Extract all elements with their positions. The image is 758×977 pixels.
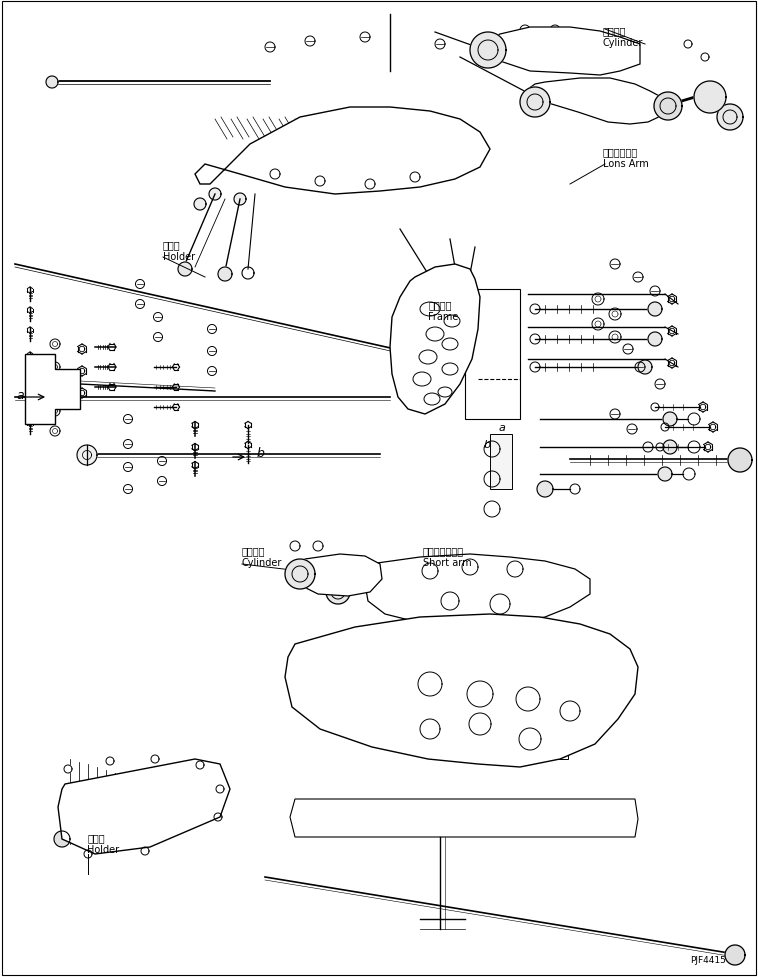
Polygon shape [326,580,350,605]
Polygon shape [58,759,230,854]
Polygon shape [420,719,440,740]
Polygon shape [470,33,506,69]
Polygon shape [528,79,665,125]
Text: b: b [256,446,264,460]
Polygon shape [520,88,550,118]
Polygon shape [234,193,246,206]
Text: ロングアーム
Lons Arm: ロングアーム Lons Arm [603,148,648,169]
Polygon shape [77,446,97,465]
Polygon shape [648,303,662,317]
Polygon shape [418,672,442,697]
Ellipse shape [438,388,452,398]
Polygon shape [214,813,222,821]
Polygon shape [484,472,500,488]
Polygon shape [365,180,375,190]
Polygon shape [178,263,192,276]
Polygon shape [151,755,159,763]
Polygon shape [84,850,92,858]
Polygon shape [654,93,682,121]
Polygon shape [216,786,224,793]
Polygon shape [46,77,58,89]
Bar [465,290,520,419]
Polygon shape [516,687,540,711]
Polygon shape [141,847,149,855]
Polygon shape [218,268,232,281]
Polygon shape [54,831,70,847]
Ellipse shape [444,316,460,327]
Text: ホルダ
Holder: ホルダ Holder [87,832,119,854]
Polygon shape [408,566,422,579]
Polygon shape [648,332,662,347]
Polygon shape [285,560,315,589]
Text: a: a [17,388,24,402]
Text: PJF4415: PJF4415 [691,955,726,964]
Ellipse shape [413,372,431,387]
Polygon shape [194,198,206,211]
Text: シリンダ
Cylinder: シリンダ Cylinder [241,546,281,568]
Polygon shape [422,564,438,579]
Polygon shape [462,560,478,575]
Polygon shape [285,615,638,767]
Polygon shape [441,592,459,611]
Ellipse shape [419,351,437,364]
Polygon shape [663,441,677,454]
Polygon shape [537,482,553,497]
Polygon shape [64,765,72,773]
Text: シリンダ
Cylinder: シリンダ Cylinder [603,26,643,48]
Polygon shape [315,177,325,187]
Ellipse shape [426,327,444,342]
Text: ショートアーム
Short arm: ショートアーム Short arm [423,546,471,568]
Polygon shape [663,412,677,427]
Polygon shape [717,105,743,131]
Polygon shape [728,448,752,473]
Polygon shape [638,361,652,374]
Polygon shape [484,501,500,518]
Ellipse shape [442,363,458,375]
Polygon shape [467,681,493,707]
Polygon shape [519,728,541,750]
Polygon shape [365,554,590,627]
Bar [488,709,568,759]
Polygon shape [195,107,490,194]
Polygon shape [490,594,510,615]
Ellipse shape [420,303,440,317]
Polygon shape [725,945,745,965]
Polygon shape [410,173,420,183]
Polygon shape [390,265,480,414]
Text: b: b [484,440,490,449]
Polygon shape [658,468,672,482]
Polygon shape [694,82,726,114]
Polygon shape [298,554,382,596]
Polygon shape [270,170,280,180]
Text: ホルダ
Holder: ホルダ Holder [163,240,195,262]
Ellipse shape [442,339,458,351]
Polygon shape [485,28,640,76]
Polygon shape [25,355,80,425]
Polygon shape [484,442,500,457]
Text: a: a [499,423,506,433]
Polygon shape [290,799,638,837]
Polygon shape [469,713,491,736]
Polygon shape [560,701,580,721]
Polygon shape [196,761,204,769]
Polygon shape [507,562,523,577]
Bar [490,435,512,489]
Text: フレーム
Frame: フレーム Frame [428,300,459,321]
Polygon shape [209,189,221,201]
Ellipse shape [424,394,440,405]
Polygon shape [106,757,114,765]
